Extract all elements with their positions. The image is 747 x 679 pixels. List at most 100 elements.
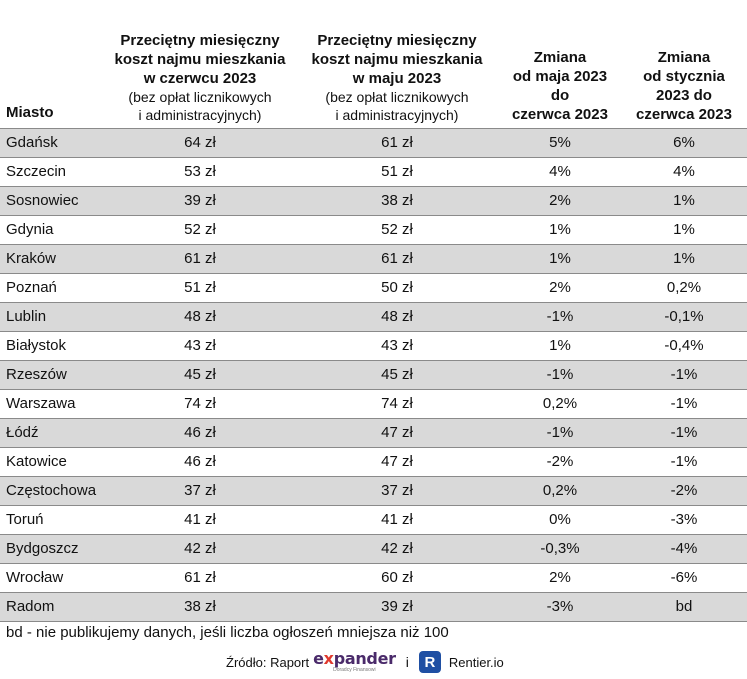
expander-wordmark-pre: e xyxy=(313,649,324,668)
table-header: Miasto Przeciętny miesięczny koszt najmu… xyxy=(0,0,747,128)
cell-june-cost: 64 zł xyxy=(184,134,216,151)
header-may-title: Przeciętny miesięczny koszt najmu mieszk… xyxy=(311,32,483,87)
cell-june-cost: 41 zł xyxy=(184,511,216,528)
source-and: i xyxy=(405,654,409,670)
cell-change-may-june: 4% xyxy=(549,163,571,180)
table-row: Częstochowa 37 zł 37 zł 0,2% -2% xyxy=(0,477,747,506)
expander-logo: expander Doradcy Finansowi xyxy=(313,651,396,674)
header-city: Miasto xyxy=(6,10,116,122)
cell-change-may-june: 1% xyxy=(549,250,571,267)
cell-city: Rzeszów xyxy=(6,366,67,383)
table-row: Bydgoszcz 42 zł 42 zł -0,3% -4% xyxy=(0,535,747,564)
cell-may-cost: 45 zł xyxy=(381,366,413,383)
cell-may-cost: 60 zł xyxy=(381,569,413,586)
cell-june-cost: 61 zł xyxy=(184,569,216,586)
header-change-jan-june-label: Zmiana od stycznia 2023 do czerwca 2023 xyxy=(636,49,732,123)
cell-change-may-june: 5% xyxy=(549,134,571,151)
cell-june-cost: 46 zł xyxy=(184,453,216,470)
table-row: Katowice 46 zł 47 zł -2% -1% xyxy=(0,448,747,477)
cell-change-jan-june: -0,1% xyxy=(664,308,704,325)
cell-june-cost: 45 zł xyxy=(184,366,216,383)
cell-city: Gdynia xyxy=(6,221,54,238)
cell-city: Toruń xyxy=(6,511,44,528)
cell-city: Katowice xyxy=(6,453,67,470)
cell-city: Wrocław xyxy=(6,569,64,586)
table-row: Warszawa 74 zł 74 zł 0,2% -1% xyxy=(0,390,747,419)
cell-change-jan-june: bd xyxy=(675,598,693,615)
cell-change-jan-june: 1% xyxy=(673,221,695,238)
cell-city: Kraków xyxy=(6,250,57,267)
cell-city: Warszawa xyxy=(6,395,76,412)
cell-change-jan-june: -3% xyxy=(670,511,698,528)
cell-june-cost: 48 zł xyxy=(184,308,216,325)
table-row: Sosnowiec 39 zł 38 zł 2% 1% xyxy=(0,187,747,216)
header-june-note: (bez opłat licznikowych i administracyjn… xyxy=(128,89,272,123)
cell-change-jan-june: -0,4% xyxy=(664,337,704,354)
cell-change-may-june: -1% xyxy=(546,424,574,441)
cell-may-cost: 51 zł xyxy=(381,163,413,180)
cell-change-may-june: -0,3% xyxy=(540,540,580,557)
cell-change-jan-june: -1% xyxy=(670,453,698,470)
cell-change-jan-june: -1% xyxy=(670,366,698,383)
cell-change-may-june: 2% xyxy=(549,569,571,586)
cell-city: Białystok xyxy=(6,337,67,354)
cell-may-cost: 47 zł xyxy=(381,424,413,441)
header-city-label: Miasto xyxy=(6,104,54,121)
cell-city: Sosnowiec xyxy=(6,192,79,209)
expander-tagline: Doradcy Finansowi xyxy=(333,667,376,673)
rentier-logo-icon: R xyxy=(418,651,441,673)
table-row: Szczecin 53 zł 51 zł 4% 4% xyxy=(0,158,747,187)
cell-city: Gdańsk xyxy=(6,134,58,151)
cell-june-cost: 43 zł xyxy=(184,337,216,354)
cell-change-may-june: 2% xyxy=(549,279,571,296)
source-line: Źródło: Raport expander Doradcy Finansow… xyxy=(226,648,504,676)
cell-june-cost: 37 zł xyxy=(184,482,216,499)
cell-may-cost: 39 zł xyxy=(381,598,413,615)
cell-change-jan-june: 4% xyxy=(673,163,695,180)
cell-city: Szczecin xyxy=(6,163,67,180)
table-row: Radom 38 zł 39 zł -3% bd xyxy=(0,593,747,622)
cell-change-jan-june: -2% xyxy=(670,482,698,499)
cell-june-cost: 39 zł xyxy=(184,192,216,209)
cell-change-jan-june: -6% xyxy=(670,569,698,586)
cell-may-cost: 61 zł xyxy=(381,134,413,151)
cell-june-cost: 46 zł xyxy=(184,424,216,441)
header-change-may-june: Zmiana od maja 2023 do czerwca 2023 xyxy=(490,10,630,124)
cell-june-cost: 38 zł xyxy=(184,598,216,615)
cell-city: Lublin xyxy=(6,308,47,325)
cell-change-may-june: 0,2% xyxy=(542,395,578,412)
cell-change-jan-june: -1% xyxy=(670,424,698,441)
header-may-note: (bez opłat licznikowych i administracyjn… xyxy=(325,89,469,123)
expander-wordmark-post: pander xyxy=(333,649,396,668)
cell-may-cost: 74 zł xyxy=(381,395,413,412)
table-row: Kraków 61 zł 61 zł 1% 1% xyxy=(0,245,747,274)
cell-may-cost: 41 zł xyxy=(381,511,413,528)
cell-change-may-june: 0,2% xyxy=(542,482,578,499)
table-row: Łódź 46 zł 47 zł -1% -1% xyxy=(0,419,747,448)
cell-may-cost: 37 zł xyxy=(381,482,413,499)
cell-city: Poznań xyxy=(6,279,57,296)
cell-change-jan-june: 0,2% xyxy=(666,279,702,296)
cell-change-may-june: -3% xyxy=(546,598,574,615)
cell-june-cost: 42 zł xyxy=(184,540,216,557)
header-june-title: Przeciętny miesięczny koszt najmu mieszk… xyxy=(114,32,286,87)
cell-change-jan-june: -1% xyxy=(670,395,698,412)
cell-may-cost: 52 zł xyxy=(381,221,413,238)
header-june-cost: Przeciętny miesięczny koszt najmu mieszk… xyxy=(92,10,308,124)
header-may-cost: Przeciętny miesięczny koszt najmu mieszk… xyxy=(290,10,504,124)
cell-change-may-june: 1% xyxy=(549,337,571,354)
cell-june-cost: 61 zł xyxy=(184,250,216,267)
table-row: Gdynia 52 zł 52 zł 1% 1% xyxy=(0,216,747,245)
header-change-jan-june: Zmiana od stycznia 2023 do czerwca 2023 xyxy=(622,10,746,124)
table-row: Toruń 41 zł 41 zł 0% -3% xyxy=(0,506,747,535)
expander-wordmark: expander xyxy=(313,651,396,667)
cell-may-cost: 43 zł xyxy=(381,337,413,354)
cell-change-jan-june: 6% xyxy=(673,134,695,151)
cell-change-jan-june: 1% xyxy=(673,250,695,267)
cell-change-jan-june: -4% xyxy=(670,540,698,557)
cell-city: Radom xyxy=(6,598,55,615)
cell-city: Bydgoszcz xyxy=(6,540,79,557)
footnote: bd - nie publikujemy danych, jeśli liczb… xyxy=(6,624,449,641)
cell-may-cost: 48 zł xyxy=(381,308,413,325)
